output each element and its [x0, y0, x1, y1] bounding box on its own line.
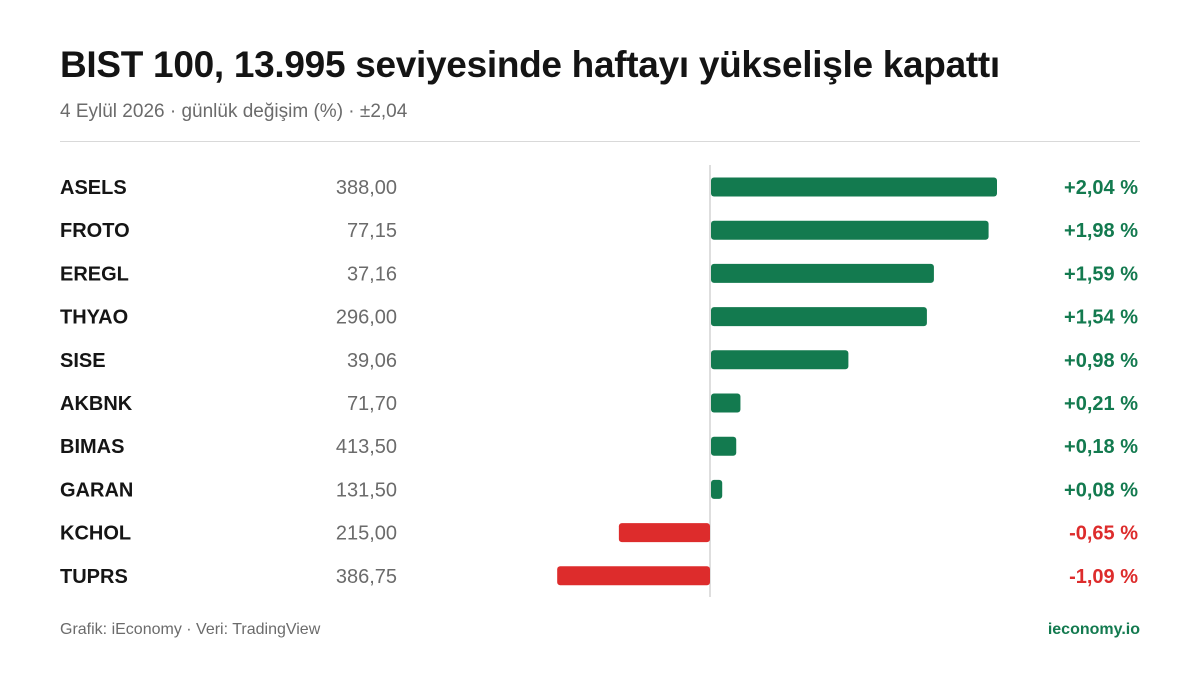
header-divider — [60, 141, 1140, 142]
bar-thyao — [711, 307, 927, 327]
bar-sise — [711, 350, 849, 370]
price-label: 131,50 — [336, 479, 397, 501]
value-label: -0,65 % — [1069, 523, 1138, 545]
price-label: 71,70 — [347, 393, 397, 415]
value-label: +0,21 % — [1064, 393, 1138, 415]
value-label: +0,08 % — [1064, 479, 1138, 501]
price-label: 77,15 — [347, 220, 397, 242]
bar-akbnk — [711, 393, 741, 413]
ticker-label: ASELS — [60, 177, 127, 199]
value-label: +0,98 % — [1064, 350, 1138, 372]
ticker-label: AKBNK — [60, 393, 133, 415]
price-label: 386,75 — [336, 566, 397, 588]
bar-bimas — [711, 436, 737, 456]
ticker-label: BIMAS — [60, 436, 124, 458]
value-label: +2,04 % — [1064, 177, 1138, 199]
ticker-label: THYAO — [60, 307, 128, 329]
value-label: +1,98 % — [1064, 220, 1138, 242]
ticker-label: KCHOL — [60, 523, 131, 545]
value-label: -1,09 % — [1069, 566, 1138, 588]
price-label: 215,00 — [336, 523, 397, 545]
page-title: BIST 100, 13.995 seviyesinde haftayı yük… — [60, 44, 1000, 85]
value-label: +0,18 % — [1064, 436, 1138, 458]
footer-brand: ieconomy.io — [1047, 621, 1140, 638]
ticker-label: FROTO — [60, 220, 130, 242]
bar-asels — [711, 177, 997, 197]
ticker-label: TUPRS — [60, 566, 128, 588]
value-label: +1,54 % — [1064, 307, 1138, 329]
ticker-label: SISE — [60, 350, 106, 372]
price-label: 388,00 — [336, 177, 397, 199]
bar-kchol — [618, 523, 710, 543]
price-label: 39,06 — [347, 350, 397, 372]
page-subtitle: 4 Eylül 2026 · günlük değişim (%) · ±2,0… — [60, 101, 408, 122]
bar-eregl — [711, 263, 934, 283]
ticker-label: GARAN — [60, 479, 133, 501]
bar-tuprs — [557, 566, 710, 586]
footer-credit: Grafik: iEconomy · Veri: TradingView — [60, 621, 321, 638]
value-label: +1,59 % — [1064, 263, 1138, 285]
price-label: 413,50 — [336, 436, 397, 458]
ticker-label: EREGL — [60, 263, 129, 285]
price-label: 296,00 — [336, 307, 397, 329]
price-label: 37,16 — [347, 263, 397, 285]
bar-froto — [711, 220, 989, 240]
bar-garan — [711, 479, 723, 499]
